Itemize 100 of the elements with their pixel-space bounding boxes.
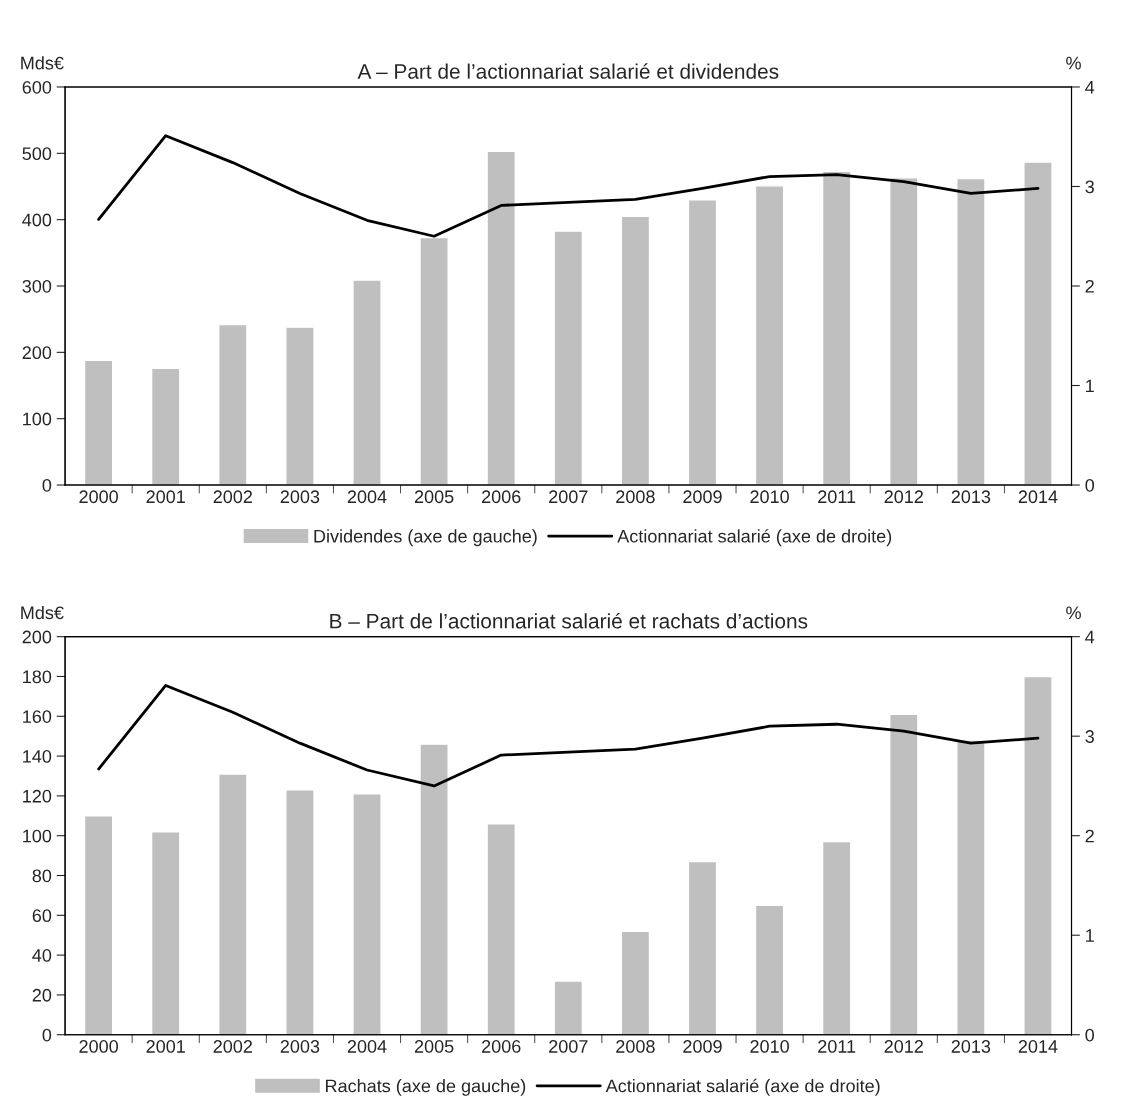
x-tick-label: 2006 bbox=[482, 1040, 521, 1053]
bar bbox=[687, 199, 718, 486]
x-tick-label: 2013 bbox=[951, 1040, 991, 1053]
bar bbox=[821, 170, 852, 486]
bar bbox=[285, 789, 315, 1035]
x-tick-label: 2012 bbox=[884, 1040, 923, 1053]
x-tick-label: 2003 bbox=[280, 1040, 320, 1053]
x-tick-label: 2000 bbox=[79, 1040, 118, 1053]
x-tick-label: 2005 bbox=[414, 490, 454, 504]
bar bbox=[553, 230, 584, 486]
x-tick-label: 2010 bbox=[750, 490, 789, 504]
x-tick-label: 2014 bbox=[1018, 490, 1058, 504]
chart-title: A – Part de l’actionnariat salarié et dividendes bbox=[357, 63, 779, 79]
bar bbox=[285, 326, 315, 486]
bar bbox=[821, 840, 852, 1035]
y2-tick-label: 1 bbox=[1086, 379, 1094, 393]
legend-label: Rachats (axe de gauche) bbox=[326, 1079, 526, 1096]
y-tick-label: 0 bbox=[42, 478, 52, 492]
bar bbox=[1023, 161, 1053, 486]
x-tick-label: 2007 bbox=[549, 1040, 588, 1053]
y2-tick-label: 4 bbox=[1085, 81, 1095, 94]
x-tick-label: 2009 bbox=[683, 490, 722, 504]
bar bbox=[218, 773, 248, 1035]
y-tick-label: 20 bbox=[32, 988, 52, 1002]
x-tick-label: 2007 bbox=[549, 490, 588, 504]
y2-axis-title: % bbox=[1066, 56, 1081, 70]
line-series bbox=[97, 134, 1040, 238]
x-tick-label: 2009 bbox=[683, 1040, 722, 1053]
x-tick-label: 2011 bbox=[818, 490, 856, 504]
y-tick-label: 60 bbox=[32, 909, 52, 923]
bar bbox=[754, 185, 785, 486]
y2-tick-label: 0 bbox=[1085, 1028, 1095, 1042]
x-tick-label: 2004 bbox=[347, 490, 387, 504]
y-tick-label: 200 bbox=[22, 346, 52, 360]
bar bbox=[486, 823, 516, 1035]
bar bbox=[620, 930, 651, 1035]
y2-tick-label: 1 bbox=[1086, 929, 1094, 942]
bar bbox=[419, 236, 449, 486]
x-tick-label: 2012 bbox=[884, 490, 923, 504]
y-axis-title: Mds€ bbox=[21, 605, 64, 620]
y2-tick-label: 3 bbox=[1085, 730, 1094, 743]
x-tick-label: 2014 bbox=[1018, 1040, 1058, 1053]
x-tick-label: 2003 bbox=[280, 490, 320, 504]
bar bbox=[218, 323, 248, 486]
x-tick-label: 2001 bbox=[146, 490, 185, 504]
bar bbox=[352, 793, 382, 1035]
legend-label: Dividendes (axe de gauche) bbox=[314, 529, 537, 547]
y2-tick-label: 2 bbox=[1085, 279, 1094, 293]
y-tick-label: 200 bbox=[22, 630, 52, 644]
bar bbox=[620, 215, 651, 486]
bar bbox=[83, 359, 114, 486]
x-tick-label: 2000 bbox=[79, 490, 118, 504]
y-tick-label: 400 bbox=[22, 213, 52, 227]
y-tick-label: 500 bbox=[22, 147, 52, 161]
y-tick-label: 160 bbox=[23, 710, 52, 723]
y-tick-label: 0 bbox=[42, 1028, 52, 1042]
x-tick-label: 2008 bbox=[616, 1040, 655, 1053]
bar bbox=[1023, 675, 1053, 1035]
y2-tick-label: 4 bbox=[1085, 630, 1095, 644]
y-tick-label: 180 bbox=[23, 670, 52, 684]
y-tick-label: 100 bbox=[23, 829, 52, 843]
x-tick-label: 2011 bbox=[818, 1040, 856, 1053]
y-tick-label: 140 bbox=[23, 750, 52, 763]
legend-label: Actionnariat salarié (axe de droite) bbox=[605, 1078, 880, 1096]
x-tick-label: 2002 bbox=[213, 490, 252, 504]
bar bbox=[687, 860, 718, 1035]
bar bbox=[150, 831, 181, 1035]
bar bbox=[352, 279, 382, 486]
bar bbox=[419, 743, 449, 1035]
legend-label: Actionnariat salarié (axe de droite) bbox=[617, 529, 892, 547]
x-tick-label: 2001 bbox=[146, 1040, 185, 1053]
x-tick-label: 2010 bbox=[750, 1040, 789, 1053]
y-tick-label: 80 bbox=[32, 869, 52, 883]
y2-tick-label: 0 bbox=[1085, 478, 1095, 492]
x-tick-label: 2004 bbox=[347, 1040, 387, 1053]
y2-tick-label: 3 bbox=[1085, 180, 1094, 194]
bar bbox=[150, 367, 181, 486]
x-tick-label: 2008 bbox=[616, 490, 655, 504]
x-tick-label: 2006 bbox=[482, 490, 521, 504]
y2-tick-label: 2 bbox=[1085, 829, 1094, 843]
y-tick-label: 600 bbox=[22, 80, 52, 94]
bar bbox=[956, 177, 986, 486]
bar bbox=[553, 980, 584, 1035]
bar bbox=[888, 177, 919, 486]
bar bbox=[486, 150, 516, 486]
y-axis-title: Mds€ bbox=[21, 56, 64, 70]
bar bbox=[83, 815, 114, 1035]
y-tick-label: 40 bbox=[32, 949, 52, 962]
x-tick-label: 2005 bbox=[414, 1040, 454, 1053]
y-tick-label: 120 bbox=[23, 789, 52, 803]
x-tick-label: 2002 bbox=[213, 1040, 252, 1053]
bar bbox=[888, 713, 919, 1035]
y-tick-label: 100 bbox=[23, 412, 52, 426]
chart-title: B – Part de l’actionnariat salarié et rachats d’actions bbox=[330, 612, 808, 629]
bar bbox=[754, 904, 785, 1035]
line-series bbox=[97, 684, 1040, 788]
y2-axis-title: % bbox=[1066, 606, 1081, 620]
x-tick-label: 2013 bbox=[951, 490, 991, 504]
bar bbox=[956, 739, 986, 1035]
y-tick-label: 300 bbox=[22, 279, 52, 293]
